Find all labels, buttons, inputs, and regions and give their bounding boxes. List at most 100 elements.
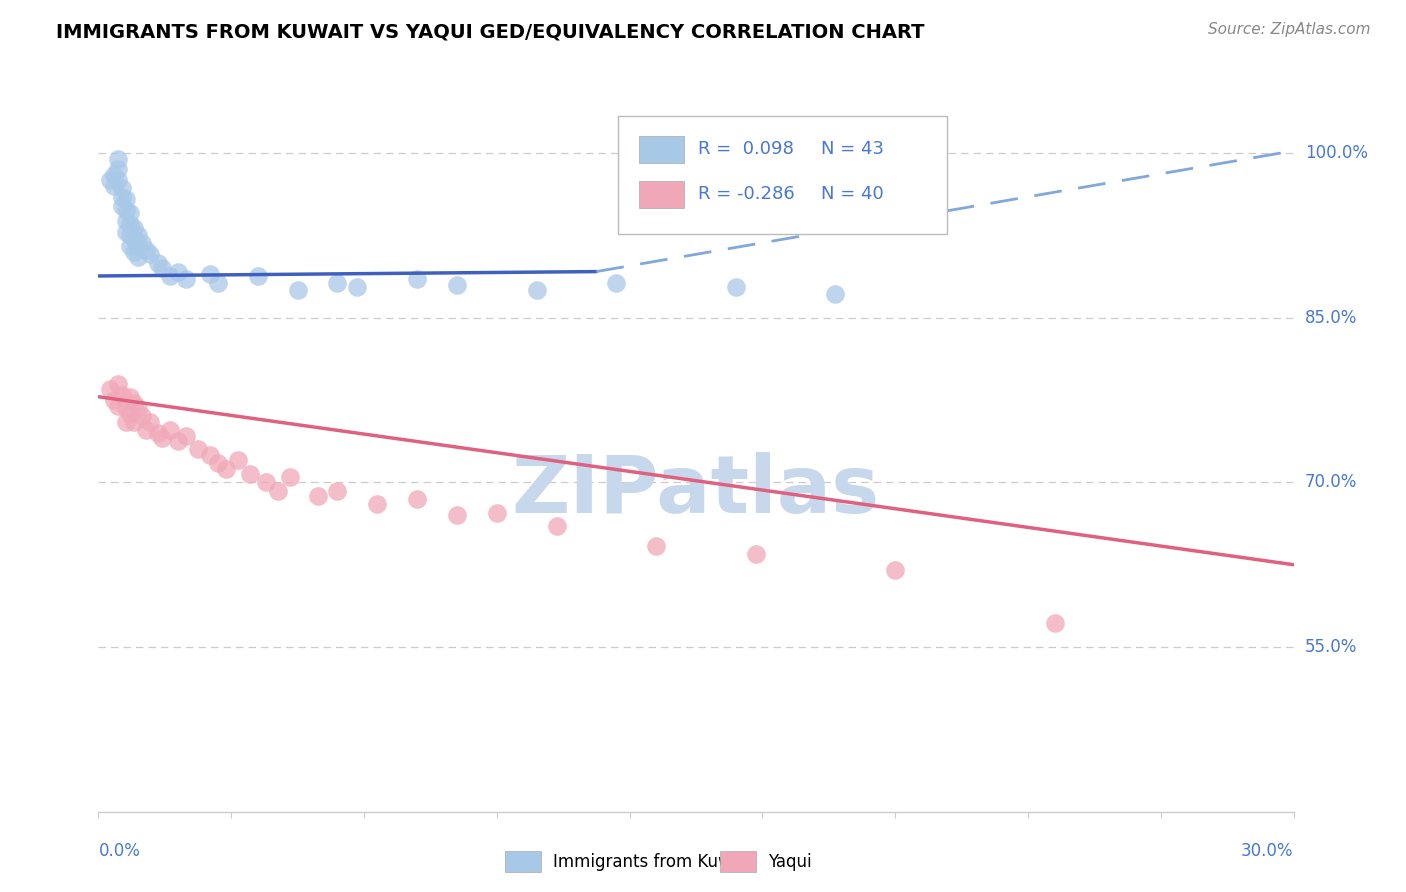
- Text: 85.0%: 85.0%: [1305, 309, 1357, 326]
- Point: [745, 547, 768, 561]
- Point: [198, 267, 221, 281]
- Point: [198, 448, 221, 462]
- Point: [131, 235, 153, 250]
- Point: [485, 506, 508, 520]
- Point: [148, 256, 170, 270]
- Point: [278, 470, 301, 484]
- Point: [207, 456, 229, 470]
- Point: [546, 519, 568, 533]
- Point: [115, 203, 138, 218]
- Text: 100.0%: 100.0%: [1305, 144, 1368, 162]
- Point: [254, 475, 277, 490]
- Point: [120, 239, 142, 253]
- Point: [120, 228, 142, 243]
- Text: 30.0%: 30.0%: [1241, 842, 1294, 860]
- Point: [446, 508, 468, 523]
- Text: R =  0.098: R = 0.098: [699, 141, 794, 159]
- Point: [111, 387, 134, 401]
- Point: [127, 250, 149, 264]
- Point: [111, 181, 134, 195]
- Point: [174, 429, 197, 443]
- Point: [884, 563, 907, 577]
- Text: IMMIGRANTS FROM KUWAIT VS YAQUI GED/EQUIVALENCY CORRELATION CHART: IMMIGRANTS FROM KUWAIT VS YAQUI GED/EQUI…: [56, 22, 925, 41]
- Point: [159, 268, 181, 283]
- Point: [111, 190, 134, 204]
- Point: [131, 409, 153, 424]
- Point: [98, 173, 122, 187]
- Point: [187, 442, 209, 457]
- Point: [526, 283, 548, 297]
- Point: [246, 268, 269, 283]
- Point: [135, 243, 157, 257]
- Point: [115, 192, 138, 206]
- Point: [127, 228, 149, 243]
- Point: [150, 432, 173, 446]
- Point: [103, 168, 125, 182]
- Point: [120, 206, 142, 220]
- Point: [124, 244, 146, 259]
- Point: [326, 276, 349, 290]
- Point: [120, 407, 142, 421]
- Point: [115, 214, 138, 228]
- Point: [207, 276, 229, 290]
- Point: [98, 382, 122, 396]
- Point: [167, 434, 190, 448]
- Point: [446, 277, 468, 292]
- FancyBboxPatch shape: [619, 116, 946, 234]
- Point: [107, 173, 129, 187]
- Point: [307, 489, 329, 503]
- Text: 70.0%: 70.0%: [1305, 474, 1357, 491]
- Text: 55.0%: 55.0%: [1305, 638, 1357, 656]
- Point: [107, 399, 129, 413]
- Point: [148, 425, 170, 440]
- Point: [226, 453, 249, 467]
- Point: [115, 401, 138, 415]
- Bar: [720, 851, 756, 872]
- Point: [366, 497, 388, 511]
- Point: [120, 390, 142, 404]
- Text: N = 43: N = 43: [821, 141, 884, 159]
- Point: [107, 152, 129, 166]
- Point: [406, 491, 429, 506]
- Point: [103, 392, 125, 407]
- Text: ZIPatlas: ZIPatlas: [512, 451, 880, 530]
- Point: [174, 272, 197, 286]
- Point: [150, 261, 173, 276]
- Point: [267, 484, 290, 499]
- Point: [120, 218, 142, 232]
- Point: [135, 423, 157, 437]
- Point: [115, 225, 138, 239]
- Point: [159, 423, 181, 437]
- Bar: [505, 851, 540, 872]
- Text: Source: ZipAtlas.com: Source: ZipAtlas.com: [1208, 22, 1371, 37]
- Text: Immigrants from Kuwait: Immigrants from Kuwait: [553, 853, 752, 871]
- Point: [346, 280, 368, 294]
- Point: [724, 280, 747, 294]
- Point: [107, 162, 129, 177]
- Point: [645, 539, 668, 553]
- Point: [239, 467, 262, 481]
- Text: Yaqui: Yaqui: [768, 853, 811, 871]
- Text: 0.0%: 0.0%: [98, 842, 141, 860]
- Bar: [638, 181, 683, 208]
- Text: N = 40: N = 40: [821, 186, 884, 203]
- Point: [127, 401, 149, 415]
- Point: [124, 232, 146, 246]
- Point: [115, 415, 138, 429]
- Point: [139, 247, 162, 261]
- Point: [605, 276, 627, 290]
- Point: [127, 239, 149, 253]
- Point: [124, 396, 146, 410]
- Point: [124, 415, 146, 429]
- Point: [111, 199, 134, 213]
- Point: [287, 283, 309, 297]
- Point: [167, 264, 190, 278]
- Point: [1043, 615, 1066, 630]
- Point: [139, 415, 162, 429]
- Point: [107, 376, 129, 391]
- Point: [103, 178, 125, 193]
- Point: [406, 272, 429, 286]
- Point: [824, 286, 846, 301]
- Point: [124, 220, 146, 235]
- Bar: [638, 136, 683, 163]
